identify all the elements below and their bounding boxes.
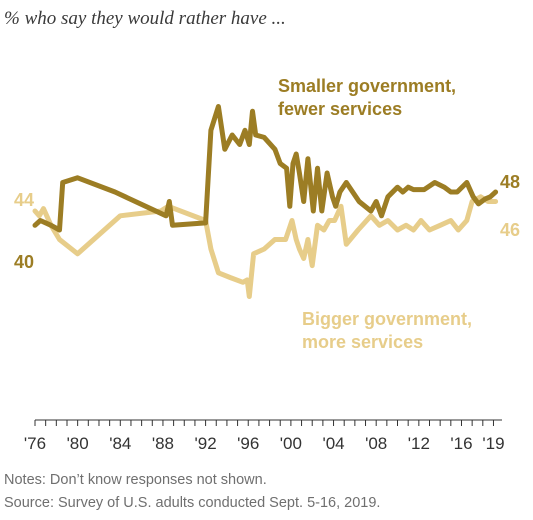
- line-chart: '76 '80 '84 '88 '92 '96 '00 '04 '08 '12 '16 '19 Sma…: [14, 76, 520, 453]
- series-labels: Smaller government, fewer services 40 48 Big…: [14, 76, 520, 352]
- x-tick-label: '80: [67, 434, 89, 453]
- x-tick-label: '00: [280, 434, 302, 453]
- x-tick-label: '12: [408, 434, 430, 453]
- source-label: Source:: [4, 495, 54, 511]
- source-text: Survey of U.S. adults conducted Sept. 5-…: [58, 495, 381, 511]
- bigger-government-line: [32, 194, 499, 299]
- chart-notes: Notes: Don’t know responses not shown.: [4, 472, 267, 488]
- smaller-government-end-value: 48: [500, 172, 520, 192]
- x-tick-label: '04: [322, 434, 344, 453]
- series-lines: [32, 104, 499, 299]
- bigger-government-label: Bigger government,: [302, 309, 472, 329]
- bigger-government-start-value: 44: [14, 190, 34, 210]
- x-tick-label: '08: [365, 434, 387, 453]
- smaller-government-line: [32, 104, 499, 233]
- bigger-government-end-value: 46: [500, 220, 520, 240]
- chart-subtitle: % who say they would rather have ...: [4, 8, 286, 29]
- x-axis: '76 '80 '84 '88 '92 '96 '00 '04 '08 '12 '16 '19: [24, 419, 505, 453]
- x-tick-label: '76: [24, 434, 46, 453]
- x-tick-label: '84: [109, 434, 131, 453]
- smaller-government-label: fewer services: [278, 99, 402, 119]
- x-tick-label: '19: [482, 434, 504, 453]
- x-tick-label: '92: [195, 434, 217, 453]
- x-tick-label: '96: [237, 434, 259, 453]
- x-tick-label: '88: [152, 434, 174, 453]
- bigger-government-label: more services: [302, 332, 423, 352]
- smaller-government-start-value: 40: [14, 252, 34, 272]
- x-tick-label: '16: [450, 434, 472, 453]
- smaller-government-label: Smaller government,: [278, 76, 456, 96]
- chart-source: Source: Survey of U.S. adults conducted …: [4, 495, 380, 511]
